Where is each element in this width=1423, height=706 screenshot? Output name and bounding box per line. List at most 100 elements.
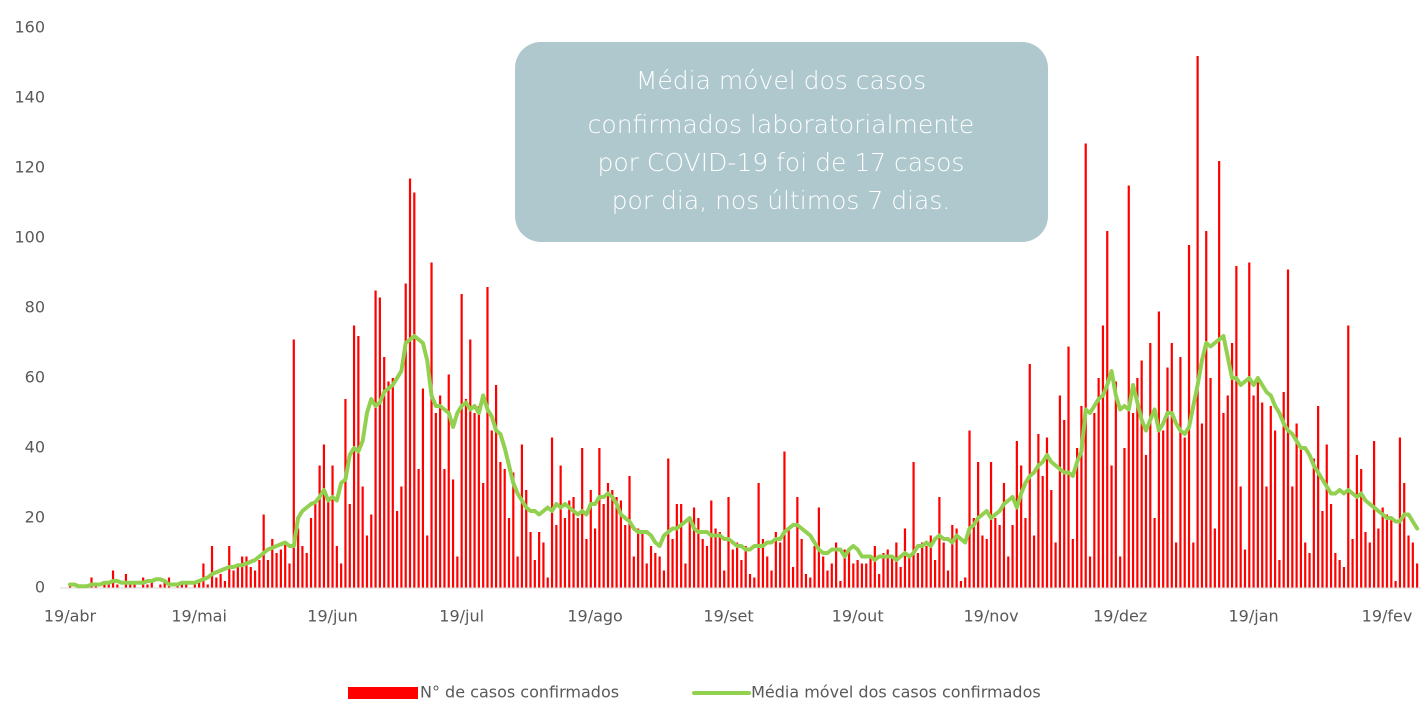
bar <box>809 577 812 588</box>
bar <box>494 385 498 588</box>
bar <box>1020 465 1023 588</box>
bar <box>1205 231 1208 588</box>
bar <box>1235 266 1238 588</box>
bar <box>624 525 627 588</box>
bar <box>1325 444 1328 588</box>
bar <box>684 563 687 588</box>
bar <box>615 497 618 588</box>
bar <box>408 178 412 588</box>
bar <box>1183 437 1186 588</box>
bar <box>998 525 1001 588</box>
bar <box>116 584 119 588</box>
bar <box>783 451 786 588</box>
bar <box>1196 56 1199 588</box>
bar <box>1312 458 1315 588</box>
bar <box>512 472 515 588</box>
bar <box>921 542 924 588</box>
bar <box>1037 434 1040 588</box>
bar <box>1045 437 1049 588</box>
bar <box>525 490 528 588</box>
bar <box>1084 143 1087 588</box>
bar <box>1209 378 1212 588</box>
bar <box>499 462 502 588</box>
bar <box>563 518 567 588</box>
bar <box>258 560 261 588</box>
bar <box>357 336 360 588</box>
bar <box>1338 560 1341 588</box>
bar <box>460 294 463 588</box>
bar <box>1385 514 1389 588</box>
bar <box>443 469 446 588</box>
bar <box>1252 395 1255 588</box>
bar <box>1291 486 1294 588</box>
bar <box>1243 549 1247 588</box>
bar <box>185 584 188 588</box>
bar <box>951 525 954 588</box>
bar <box>946 570 950 588</box>
bar <box>1002 483 1006 588</box>
bar <box>421 388 425 588</box>
bar <box>1230 343 1234 588</box>
bar <box>1114 381 1117 588</box>
bar <box>878 574 881 588</box>
bar <box>1282 392 1285 588</box>
bar <box>374 290 377 588</box>
bar <box>1213 528 1216 588</box>
bar <box>1261 402 1264 588</box>
bar <box>1015 441 1018 588</box>
bar <box>1187 245 1191 588</box>
bar <box>426 535 429 588</box>
bar <box>150 581 153 588</box>
bar <box>318 465 321 588</box>
bar <box>447 374 450 588</box>
bar <box>1144 455 1148 588</box>
bar <box>322 444 326 588</box>
bar <box>822 556 825 588</box>
bar <box>692 507 696 588</box>
bar <box>895 542 898 588</box>
bar <box>163 581 166 588</box>
bar <box>968 430 971 588</box>
bar <box>839 581 842 588</box>
bar <box>1334 553 1337 588</box>
bar <box>714 528 717 588</box>
y-tick-label: 80 <box>25 298 45 317</box>
bar <box>542 542 545 588</box>
bar <box>434 413 437 588</box>
bar <box>1390 518 1393 588</box>
bar <box>1127 185 1130 588</box>
bar <box>602 504 605 588</box>
bar <box>791 567 795 588</box>
y-tick-label: 40 <box>25 438 45 457</box>
bar <box>1080 406 1083 588</box>
bar <box>727 497 730 588</box>
bar <box>1278 560 1281 588</box>
bar <box>340 563 343 588</box>
annotation-line: confirmados laboratorialmente <box>588 110 975 139</box>
bar <box>1342 567 1346 588</box>
y-tick-label: 140 <box>14 88 45 107</box>
bar <box>761 539 765 588</box>
bar <box>1299 448 1303 588</box>
bar <box>1226 395 1229 588</box>
bar <box>804 574 808 588</box>
bar <box>1175 542 1178 588</box>
bar <box>847 549 851 588</box>
bar <box>1248 262 1251 588</box>
bar <box>572 497 575 588</box>
bar <box>1351 539 1354 588</box>
x-tick-label: 19/fev <box>1362 607 1413 626</box>
bar <box>964 577 967 588</box>
bar <box>391 378 394 588</box>
bar <box>1088 556 1092 588</box>
bar <box>890 556 894 588</box>
bar <box>916 553 919 588</box>
bar <box>1317 406 1320 588</box>
bar <box>546 577 549 588</box>
bar <box>869 556 872 588</box>
bar <box>675 504 678 588</box>
bar <box>1166 367 1169 588</box>
bar <box>1153 518 1156 588</box>
bar <box>697 518 700 588</box>
bar <box>451 479 455 588</box>
